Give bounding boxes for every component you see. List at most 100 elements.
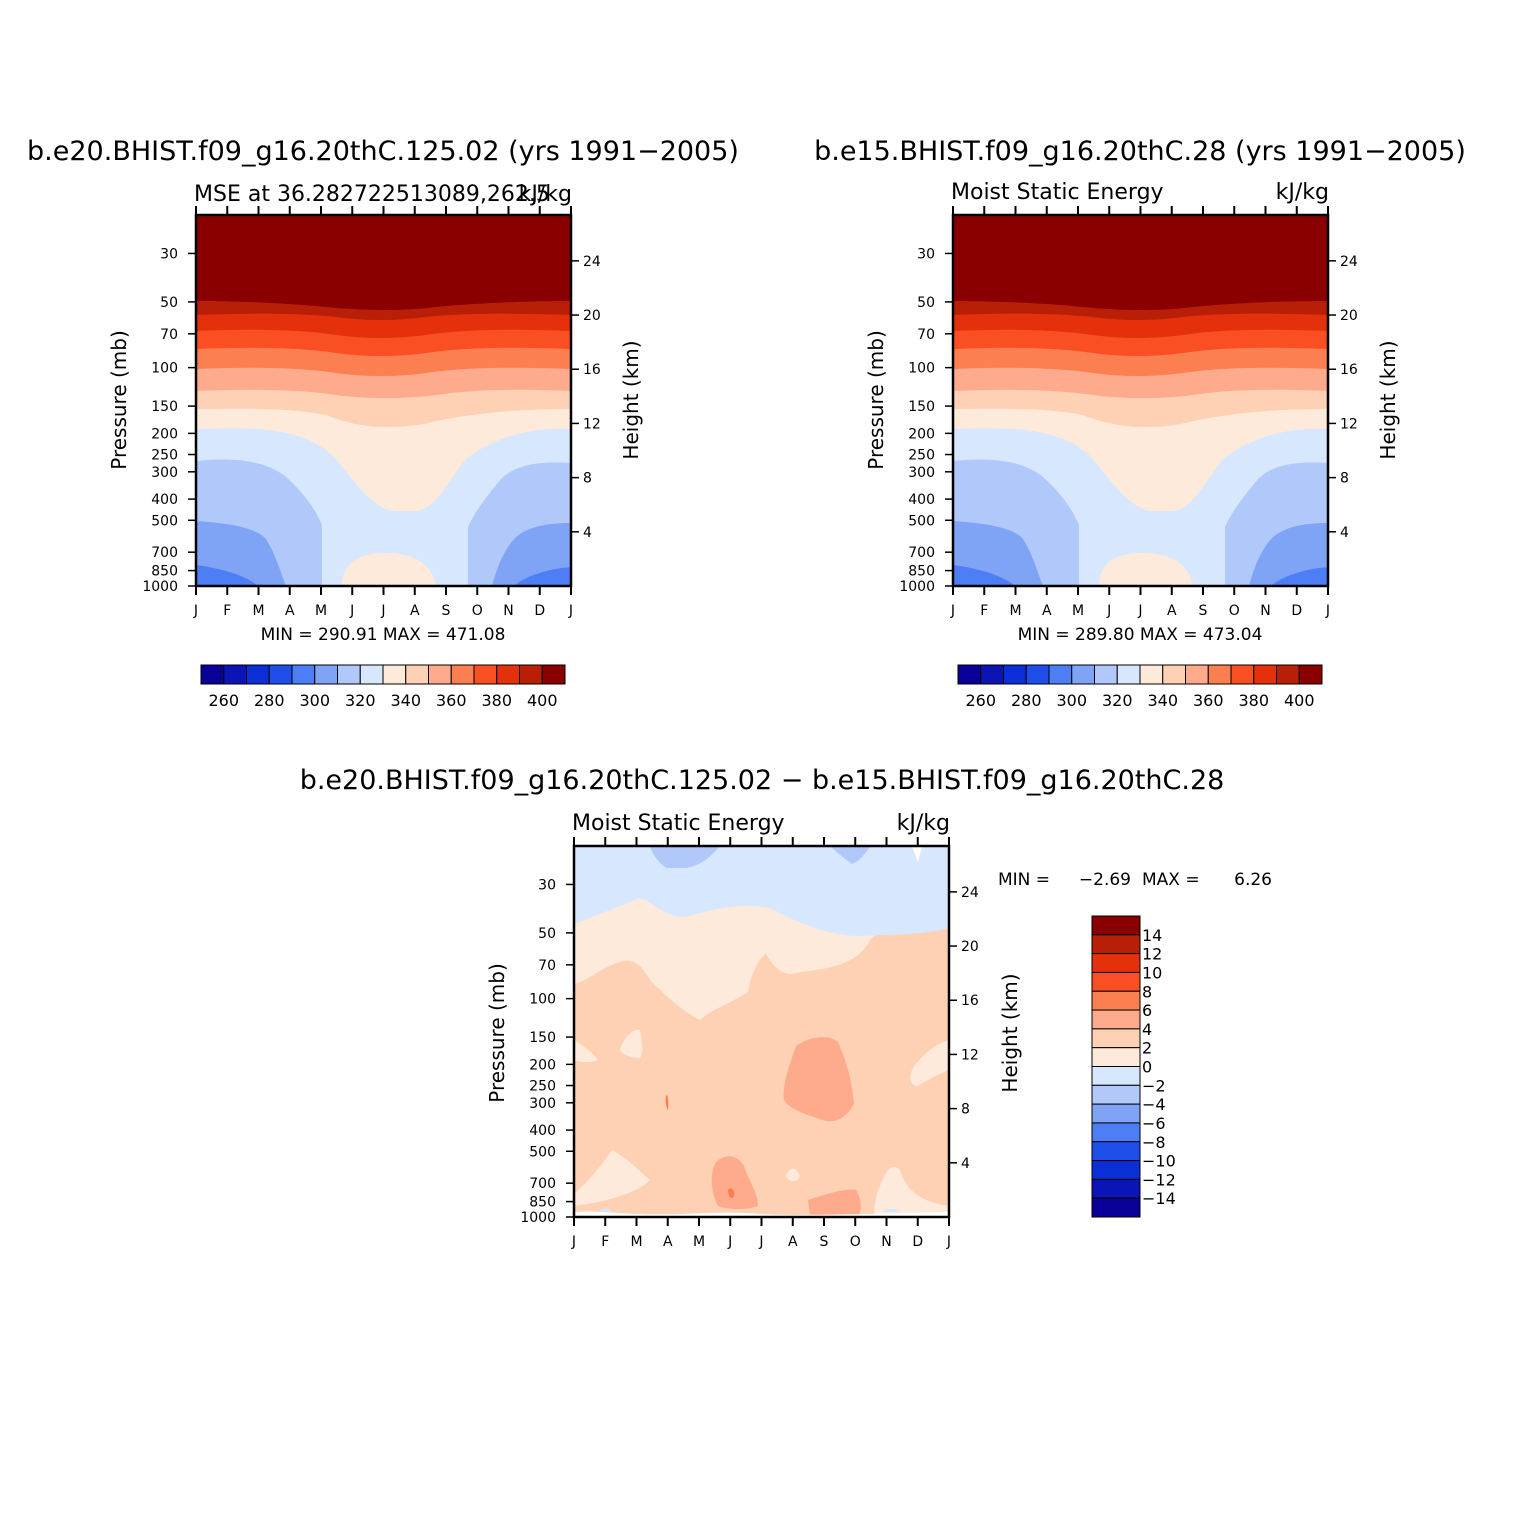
colorbar-label: 280 — [1011, 691, 1042, 710]
panel-diff-min-value: −2.69 — [1079, 870, 1131, 890]
pressure-tick-label: 200 — [908, 426, 935, 442]
colorbar-box — [980, 664, 1004, 685]
height-tick-label: 16 — [961, 993, 979, 1009]
pressure-tick-label: 700 — [529, 1176, 556, 1192]
colorbar-box — [450, 664, 475, 685]
pressure-tick-label: 400 — [151, 492, 178, 508]
colorbar-box — [541, 664, 566, 685]
pressure-tick-label: 700 — [908, 545, 935, 561]
month-tick-label: O — [850, 1234, 861, 1250]
panel-diff-subtitle-right: kJ/kg — [897, 811, 950, 836]
colorbar-box — [1091, 1009, 1141, 1030]
month-tick-label: O — [1229, 603, 1240, 619]
month-tick-label: N — [503, 603, 513, 619]
height-tick-label: 12 — [1340, 416, 1358, 432]
colorbar-label: 260 — [208, 691, 239, 710]
height-tick-label: 8 — [1340, 471, 1349, 487]
colorbar-box — [1091, 1028, 1141, 1049]
pressure-tick-label: 50 — [917, 295, 935, 311]
panel-diff-subtitle-left: Moist Static Energy — [572, 811, 785, 836]
month-tick-label: N — [1260, 603, 1270, 619]
colorbar-box — [1091, 953, 1141, 973]
month-tick-label: J — [1137, 603, 1142, 619]
colorbar-box — [200, 664, 225, 685]
panel-diff-ylabel-right: Height (km) — [998, 973, 1022, 1092]
month-tick-label: J — [568, 603, 573, 619]
colorbar-box — [1025, 664, 1050, 685]
colorbar-label: 340 — [1147, 691, 1178, 710]
month-tick-label: D — [534, 603, 545, 619]
height-tick-label: 4 — [1340, 525, 1349, 541]
colorbar-box — [496, 664, 520, 685]
month-tick-label: S — [820, 1234, 829, 1250]
colorbar-label: 2 — [1142, 1039, 1152, 1058]
colorbar-label: 8 — [1142, 982, 1152, 1001]
panel-diff-min-label: MIN = — [998, 870, 1050, 890]
colorbar-box — [291, 664, 316, 685]
pressure-tick-label: 300 — [908, 465, 935, 481]
panel-a-stats: MIN = 290.91 MAX = 471.08 — [261, 625, 506, 645]
pressure-tick-label: 400 — [529, 1123, 556, 1139]
month-tick-label: S — [442, 603, 451, 619]
colorbar-box — [1091, 915, 1141, 936]
pressure-tick-label: 70 — [538, 958, 556, 974]
height-tick-label: 24 — [583, 254, 601, 270]
colorbar-label: 300 — [1056, 691, 1087, 710]
panel-diff-contour-field — [574, 846, 949, 1217]
pressure-tick-label: 70 — [917, 327, 935, 343]
colorbar-box — [1253, 664, 1277, 685]
panel-a-colorbar: 260 280 300 320 340 360 380 400 — [200, 664, 566, 710]
month-tick-label: J — [758, 1234, 763, 1250]
pressure-tick-label: 150 — [529, 1030, 556, 1046]
colorbar-box — [1003, 664, 1027, 685]
pressure-tick-label: 100 — [529, 992, 556, 1008]
month-tick-label: J — [950, 603, 955, 619]
pressure-tick-label: 150 — [908, 399, 935, 415]
month-tick-label: O — [472, 603, 483, 619]
colorbar-box — [957, 664, 982, 685]
height-tick-label: 4 — [583, 525, 592, 541]
pressure-tick-label: 400 — [908, 492, 935, 508]
colorbar-box — [268, 664, 293, 685]
panel-b-ylabel: Pressure (mb) — [864, 330, 888, 470]
colorbar-label: 320 — [1102, 691, 1133, 710]
colorbar-label: 12 — [1142, 945, 1162, 964]
panel-a-ylabel: Pressure (mb) — [107, 330, 131, 470]
colorbar-label: 380 — [1238, 691, 1269, 710]
colorbar-box — [1091, 1160, 1141, 1180]
colorbar-box — [1230, 664, 1255, 685]
month-tick-label: F — [980, 603, 988, 619]
pressure-tick-label: 100 — [151, 361, 178, 377]
pressure-tick-label: 700 — [151, 545, 178, 561]
month-tick-label: M — [1072, 603, 1084, 619]
panel-b-ylabel-right: Height (km) — [1376, 340, 1400, 459]
panel-b-contour-field — [953, 215, 1328, 586]
pressure-tick-label: 30 — [917, 246, 935, 262]
pressure-tick-label: 50 — [160, 295, 178, 311]
month-tick-label: M — [315, 603, 327, 619]
panel-b-subtitle-left: Moist Static Energy — [951, 180, 1164, 205]
panel-a-contour-field — [196, 215, 571, 586]
colorbar-box — [405, 664, 429, 685]
colorbar-label: −8 — [1142, 1133, 1166, 1152]
month-tick-label: A — [788, 1234, 798, 1250]
colorbar-label: −14 — [1142, 1189, 1176, 1208]
pressure-tick-label: 850 — [908, 564, 935, 580]
month-tick-label: J — [193, 603, 198, 619]
colorbar-box — [1091, 971, 1141, 992]
colorbar-label: 360 — [1193, 691, 1224, 710]
pressure-tick-label: 1000 — [899, 579, 935, 595]
month-tick-label: M — [693, 1234, 705, 1250]
pressure-tick-label: 850 — [529, 1195, 556, 1211]
pressure-tick-label: 200 — [529, 1057, 556, 1073]
height-tick-label: 4 — [961, 1156, 970, 1172]
pressure-tick-label: 50 — [538, 926, 556, 942]
month-tick-label: M — [252, 603, 264, 619]
colorbar-box — [428, 664, 452, 685]
month-tick-label: F — [223, 603, 231, 619]
pressure-tick-label: 500 — [529, 1144, 556, 1160]
